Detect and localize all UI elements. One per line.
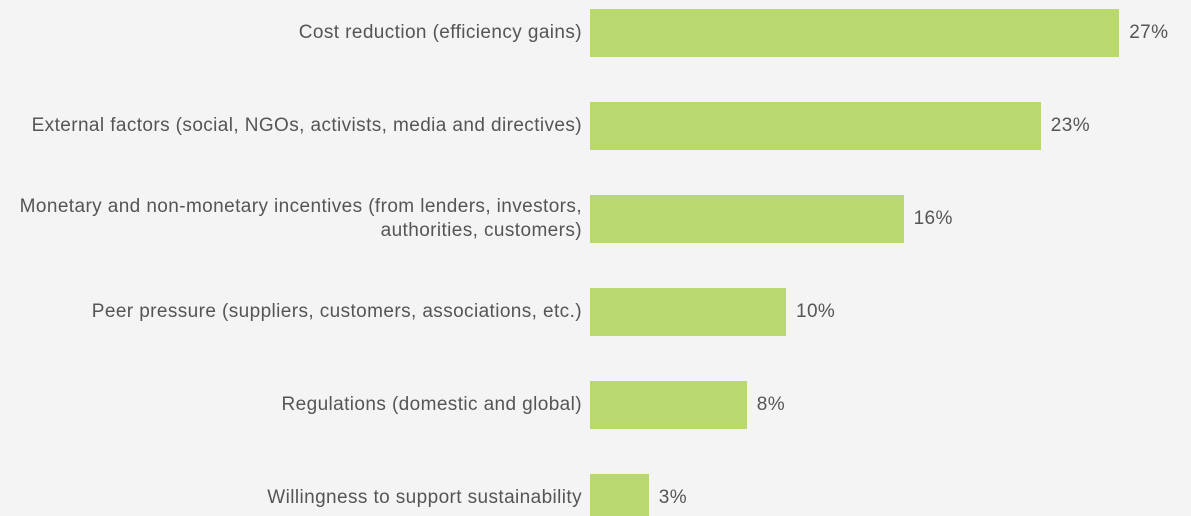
- bar: [590, 474, 649, 516]
- category-label: Peer pressure (suppliers, customers, ass…: [91, 301, 582, 322]
- bar: [590, 9, 1120, 57]
- category-label: Cost reduction (efficiency gains): [298, 22, 582, 43]
- category-label: External factors (social, NGOs, activist…: [31, 115, 582, 136]
- value-label: 3%: [658, 487, 688, 508]
- value-label: 10%: [796, 301, 836, 322]
- value-label: 27%: [1129, 22, 1169, 43]
- bar: [590, 102, 1041, 150]
- bar: [590, 381, 747, 429]
- bar: [590, 195, 904, 243]
- value-label: 16%: [913, 208, 953, 229]
- category-label: Monetary and non-monetary incentives (fr…: [19, 196, 582, 241]
- category-label: Willingness to support sustainability: [267, 487, 582, 508]
- value-label: 8%: [756, 394, 786, 415]
- value-label: 23%: [1050, 115, 1091, 136]
- category-label: Regulations (domestic and global): [281, 394, 582, 415]
- bar: [590, 288, 786, 336]
